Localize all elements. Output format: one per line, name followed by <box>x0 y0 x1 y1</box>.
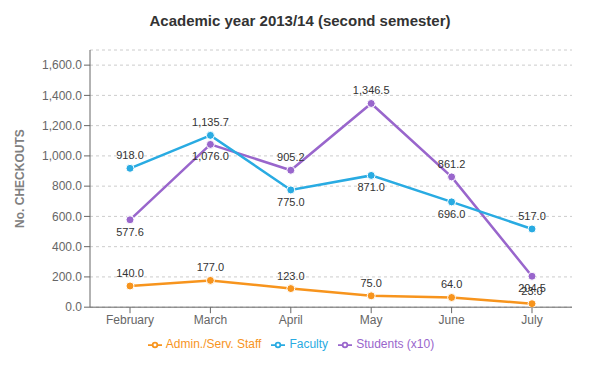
svg-text:871.0: 871.0 <box>357 181 385 193</box>
svg-text:600.0: 600.0 <box>52 210 82 224</box>
svg-text:918.0: 918.0 <box>116 149 144 161</box>
svg-text:1,400.0: 1,400.0 <box>42 89 82 103</box>
svg-text:800.0: 800.0 <box>52 179 82 193</box>
svg-text:June: June <box>439 313 465 327</box>
svg-text:577.6: 577.6 <box>116 226 144 238</box>
svg-text:696.0: 696.0 <box>438 208 466 220</box>
svg-text:75.0: 75.0 <box>360 277 381 289</box>
svg-text:1,600.0: 1,600.0 <box>42 58 82 72</box>
svg-text:July: July <box>521 313 542 327</box>
html-text:Students (x10): Students (x10) <box>356 337 435 352</box>
svg-text:123.0: 123.0 <box>277 270 305 282</box>
svg-text:February: February <box>106 313 154 327</box>
svg-text:May: May <box>360 313 383 327</box>
svg-text:200.0: 200.0 <box>52 270 82 284</box>
svg-text:1,135.7: 1,135.7 <box>192 116 229 128</box>
svg-text:861.2: 861.2 <box>438 158 466 170</box>
svg-text:0.0: 0.0 <box>65 300 82 314</box>
svg-text:177.0: 177.0 <box>197 261 225 273</box>
html-text:Admin./Serv. Staff: Admin./Serv. Staff <box>165 337 262 352</box>
svg-text:23.0: 23.0 <box>521 285 542 297</box>
html-text:Faculty: Faculty <box>289 337 329 352</box>
svg-text:April: April <box>279 313 303 327</box>
svg-text:No. CHECKOUTS: No. CHECKOUTS <box>13 129 27 228</box>
svg-text:517.0: 517.0 <box>518 210 546 222</box>
svg-text:140.0: 140.0 <box>116 267 144 279</box>
svg-text:1,076.0: 1,076.0 <box>192 150 229 162</box>
svg-text:400.0: 400.0 <box>52 240 82 254</box>
svg-text:1,200.0: 1,200.0 <box>42 119 82 133</box>
svg-text:1,346.5: 1,346.5 <box>353 84 390 96</box>
svg-text:775.0: 775.0 <box>277 196 305 208</box>
svg-text:1,000.0: 1,000.0 <box>42 149 82 163</box>
svg-text:March: March <box>194 313 227 327</box>
html-text:Academic year 2013/14 (second: Academic year 2013/14 (second semester) <box>149 12 451 29</box>
svg-text:905.2: 905.2 <box>277 151 305 163</box>
svg-text:64.0: 64.0 <box>441 278 462 290</box>
